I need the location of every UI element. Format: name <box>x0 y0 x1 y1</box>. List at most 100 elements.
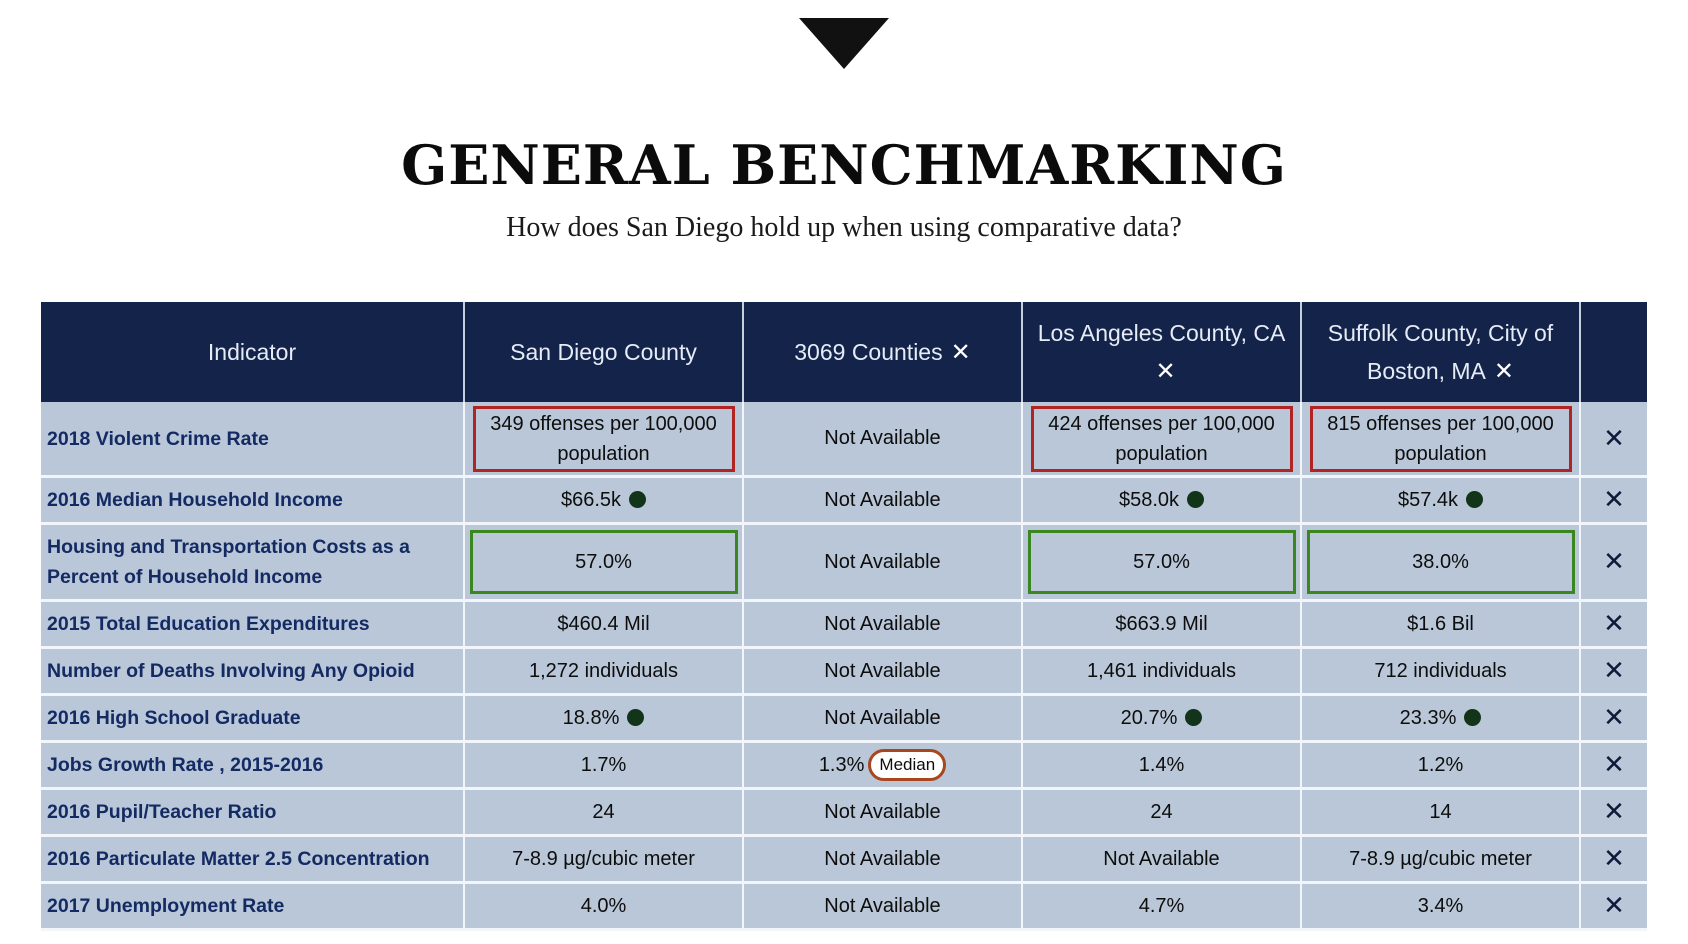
col-header-indicator: Indicator <box>41 302 465 402</box>
remove-row-icon[interactable]: ✕ <box>1603 547 1625 577</box>
table-row: 2018 Violent Crime Rate 349 offenses per… <box>41 402 1647 478</box>
indicator-cell: 2016 High School Graduate <box>41 694 465 743</box>
status-dot-icon <box>1185 708 1203 726</box>
value-cell: Not Available <box>1022 835 1302 884</box>
remove-row-cell: ✕ <box>1580 523 1647 602</box>
remove-row-icon[interactable]: ✕ <box>1603 423 1625 454</box>
value-cell: 4.7% <box>1022 882 1302 931</box>
value-cell: 24 <box>1022 788 1302 837</box>
value-cell: Not Available <box>743 476 1023 525</box>
remove-row-cell: ✕ <box>1580 788 1647 837</box>
value-cell: $66.5k <box>464 476 744 525</box>
value-cell: Not Available <box>743 788 1023 837</box>
indicator-cell: 2016 Median Household Income <box>41 476 465 525</box>
value-cell: 38.0% <box>1301 523 1581 602</box>
collapse-triangle-icon[interactable] <box>799 18 889 69</box>
value-cell: 1.3% Median <box>743 741 1023 790</box>
green-outline-box: 57.0% <box>1027 530 1296 594</box>
value-cell: 20.7% <box>1022 694 1302 743</box>
indicator-cell: 2016 Particulate Matter 2.5 Concentratio… <box>41 835 465 884</box>
remove-row-cell: ✕ <box>1580 835 1647 884</box>
page-subtitle: How does San Diego hold up when using co… <box>506 212 1182 243</box>
remove-column-icon[interactable]: ✕ <box>950 338 971 366</box>
value-cell: 349 offenses per 100,000 population <box>464 402 744 478</box>
table-row: 2015 Total Education Expenditures $460.4… <box>41 600 1647 649</box>
indicator-cell: Number of Deaths Involving Any Opioid <box>41 647 465 696</box>
green-outline-box: 57.0% <box>469 530 738 594</box>
red-outline-box: 349 offenses per 100,000 population <box>472 405 735 472</box>
page-title: GENERAL BENCHMARKING <box>401 133 1287 197</box>
value-cell: Not Available <box>743 694 1023 743</box>
status-dot-icon <box>627 708 645 726</box>
remove-row-cell: ✕ <box>1580 402 1647 478</box>
remove-row-icon[interactable]: ✕ <box>1603 750 1625 780</box>
value-cell: Not Available <box>743 882 1023 931</box>
status-dot-icon <box>1466 490 1484 508</box>
value-cell: 1,461 individuals <box>1022 647 1302 696</box>
col-header-suffolk: Suffolk County, City of Boston, MA ✕ <box>1301 302 1581 402</box>
remove-row-cell: ✕ <box>1580 882 1647 931</box>
indicator-cell: 2016 Pupil/Teacher Ratio <box>41 788 465 837</box>
status-dot-icon <box>1464 708 1482 726</box>
value-cell: 7-8.9 µg/cubic meter <box>464 835 744 884</box>
remove-column-icon[interactable]: ✕ <box>1155 357 1176 385</box>
remove-row-cell: ✕ <box>1580 600 1647 649</box>
remove-row-icon[interactable]: ✕ <box>1603 844 1625 874</box>
value-cell: Not Available <box>743 647 1023 696</box>
status-dot-icon <box>1187 490 1205 508</box>
red-outline-box: 815 offenses per 100,000 population <box>1309 405 1572 472</box>
value-cell: 14 <box>1301 788 1581 837</box>
table-row: 2016 High School Graduate 18.8% Not Avai… <box>41 694 1647 743</box>
remove-row-cell: ✕ <box>1580 694 1647 743</box>
indicator-cell: Jobs Growth Rate , 2015-2016 <box>41 741 465 790</box>
median-badge: Median <box>868 749 947 781</box>
indicator-cell: 2018 Violent Crime Rate <box>41 402 465 478</box>
col-header-3069-counties: 3069 Counties ✕ <box>743 302 1023 402</box>
value-cell: 712 individuals <box>1301 647 1581 696</box>
value-cell: 24 <box>464 788 744 837</box>
value-cell: Not Available <box>743 523 1023 602</box>
table-row: Jobs Growth Rate , 2015-2016 1.7% 1.3% Me… <box>41 741 1647 790</box>
red-outline-box: 424 offenses per 100,000 population <box>1030 405 1293 472</box>
value-cell: 23.3% <box>1301 694 1581 743</box>
remove-row-cell: ✕ <box>1580 647 1647 696</box>
remove-row-cell: ✕ <box>1580 741 1647 790</box>
value-cell: 1.4% <box>1022 741 1302 790</box>
indicator-cell: 2015 Total Education Expenditures <box>41 600 465 649</box>
value-cell: 1.7% <box>464 741 744 790</box>
value-cell: 424 offenses per 100,000 population <box>1022 402 1302 478</box>
value-cell: 7-8.9 µg/cubic meter <box>1301 835 1581 884</box>
remove-row-icon[interactable]: ✕ <box>1603 891 1625 921</box>
table-row: Number of Deaths Involving Any Opioid 1,… <box>41 647 1647 696</box>
indicator-cell: 2017 Unemployment Rate <box>41 882 465 931</box>
table-row: Housing and Transportation Costs as a Pe… <box>41 523 1647 602</box>
benchmark-table: Indicator San Diego County 3069 Counties… <box>41 302 1647 931</box>
value-cell: $1.6 Bil <box>1301 600 1581 649</box>
remove-row-icon[interactable]: ✕ <box>1603 609 1625 639</box>
value-cell: $663.9 Mil <box>1022 600 1302 649</box>
value-cell: 1.2% <box>1301 741 1581 790</box>
remove-row-icon[interactable]: ✕ <box>1603 656 1625 686</box>
value-cell: 57.0% <box>1022 523 1302 602</box>
remove-row-icon[interactable]: ✕ <box>1603 703 1625 733</box>
status-dot-icon <box>629 490 647 508</box>
table-row: 2016 Pupil/Teacher Ratio 24 Not Availabl… <box>41 788 1647 837</box>
value-cell: 4.0% <box>464 882 744 931</box>
col-header-los-angeles: Los Angeles County, CA ✕ <box>1022 302 1302 402</box>
value-cell: 18.8% <box>464 694 744 743</box>
col-header-remove <box>1580 302 1647 402</box>
green-outline-box: 38.0% <box>1306 530 1575 594</box>
value-cell: Not Available <box>743 402 1023 478</box>
value-cell: $460.4 Mil <box>464 600 744 649</box>
remove-row-icon[interactable]: ✕ <box>1603 797 1625 827</box>
value-cell: 1,272 individuals <box>464 647 744 696</box>
value-cell: Not Available <box>743 600 1023 649</box>
remove-row-cell: ✕ <box>1580 476 1647 525</box>
remove-row-icon[interactable]: ✕ <box>1603 485 1625 515</box>
table-row: 2016 Particulate Matter 2.5 Concentratio… <box>41 835 1647 884</box>
indicator-cell: Housing and Transportation Costs as a Pe… <box>41 523 465 602</box>
value-cell: $58.0k <box>1022 476 1302 525</box>
table-header-row: Indicator San Diego County 3069 Counties… <box>41 302 1647 402</box>
value-cell: 3.4% <box>1301 882 1581 931</box>
remove-column-icon[interactable]: ✕ <box>1493 357 1514 385</box>
